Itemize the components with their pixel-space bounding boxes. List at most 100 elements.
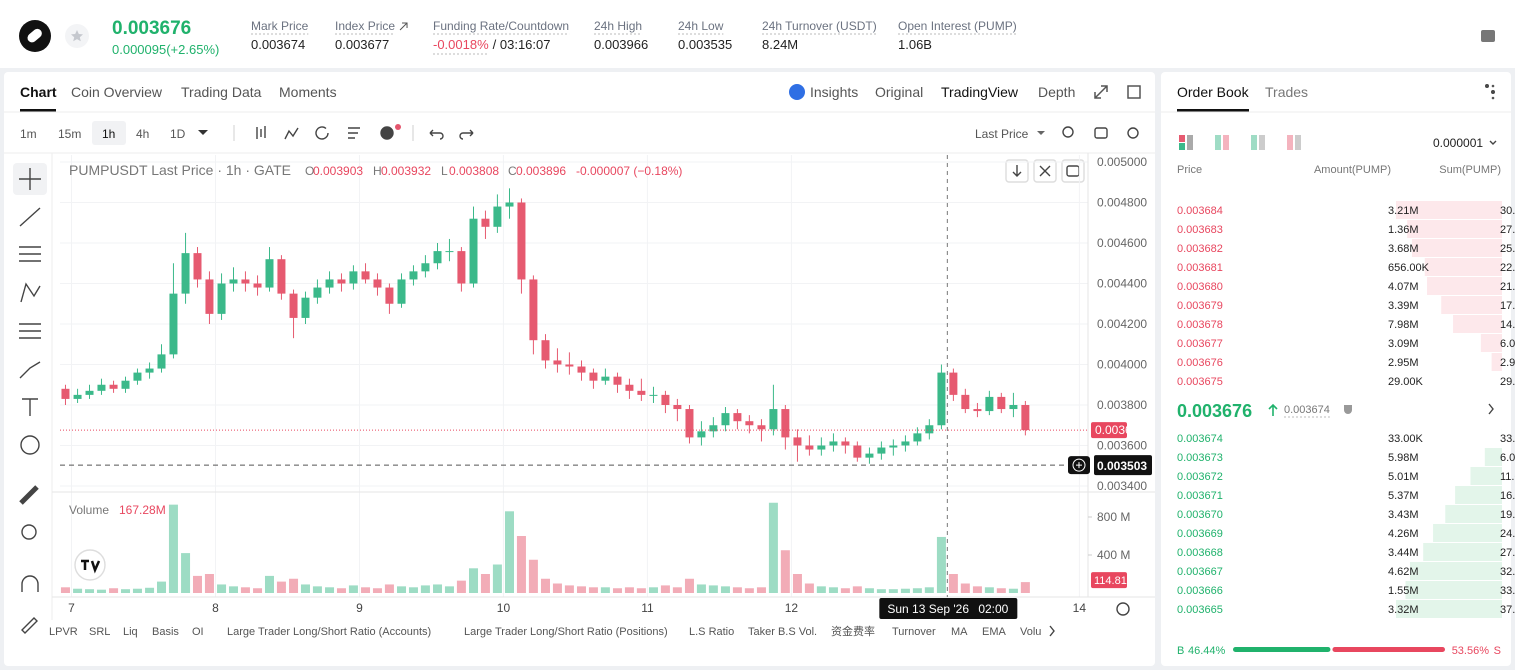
pattern-tool[interactable]: [20, 282, 41, 303]
candle-body: [193, 253, 202, 280]
interval[interactable]: 1D: [170, 127, 186, 141]
candle-body: [865, 453, 874, 458]
indicator-tab[interactable]: Large Trader Long/Short Ratio (Accounts): [227, 626, 431, 638]
chart-tab[interactable]: Trading Data: [181, 84, 262, 100]
interval[interactable]: 1h: [102, 127, 115, 141]
book-price[interactable]: 0.003665: [1177, 604, 1223, 616]
book-price[interactable]: 0.003676: [1177, 357, 1223, 369]
line-tool[interactable]: [19, 207, 41, 227]
button[interactable]: [1061, 159, 1085, 183]
template-icon[interactable]: [348, 127, 360, 139]
toolbar-icons: [198, 124, 1139, 141]
redo-icon[interactable]: [459, 129, 474, 140]
dropdown-caret[interactable]: [198, 130, 208, 135]
precision[interactable]: 0.000001: [1433, 136, 1483, 150]
book-price[interactable]: 0.003684: [1177, 205, 1223, 217]
indicator-tab[interactable]: Taker B.S Vol.: [748, 626, 817, 638]
icon-part[interactable]: [1251, 135, 1257, 150]
ruler-tool[interactable]: [19, 485, 39, 505]
pencil-tool[interactable]: [21, 617, 38, 634]
book-tab[interactable]: Order Book: [1177, 84, 1250, 100]
interval[interactable]: 15m: [58, 127, 81, 141]
shield-icon: [1344, 405, 1352, 414]
expand-icon[interactable]: [1094, 85, 1108, 99]
emoji-tool[interactable]: [20, 435, 40, 455]
book-price[interactable]: 0.003667: [1177, 566, 1223, 578]
text-tool[interactable]: [22, 398, 38, 416]
view-tab[interactable]: TradingView: [941, 84, 1019, 100]
view-tab[interactable]: Insights: [810, 84, 858, 100]
book-price[interactable]: 0.003675: [1177, 376, 1223, 388]
indicator-tab[interactable]: Volu: [1020, 626, 1041, 638]
interval[interactable]: 4h: [136, 127, 149, 141]
candle-body: [985, 396, 994, 412]
chart-tab[interactable]: Coin Overview: [71, 84, 163, 100]
undo-icon[interactable]: [429, 129, 444, 140]
channel-tool[interactable]: [19, 246, 41, 262]
button[interactable]: [1033, 159, 1057, 183]
book-price[interactable]: 0.003680: [1177, 281, 1223, 293]
tab-underline: [20, 109, 56, 112]
add-icon[interactable]: [380, 126, 394, 140]
indicator-tab[interactable]: Large Trader Long/Short Ratio (Positions…: [464, 626, 668, 638]
chart-tab[interactable]: Moments: [279, 84, 337, 100]
candle-body: [721, 413, 730, 426]
book-price[interactable]: 0.003678: [1177, 319, 1223, 331]
view-tab[interactable]: Depth: [1038, 84, 1075, 100]
book-price[interactable]: 0.003672: [1177, 471, 1223, 483]
scroll-right[interactable]: [1049, 625, 1055, 637]
candle-body: [289, 293, 298, 318]
price-source[interactable]: Last Price: [975, 127, 1029, 141]
icon-part[interactable]: [1215, 135, 1221, 150]
indicator-tab[interactable]: Basis: [152, 626, 179, 638]
crosshair-tool[interactable]: [19, 168, 41, 190]
book-price[interactable]: 0.003683: [1177, 224, 1223, 236]
dropdown-caret[interactable]: [1489, 140, 1497, 145]
zoom-tool[interactable]: [21, 524, 37, 540]
book-price[interactable]: 0.003670: [1177, 509, 1223, 521]
book-icon[interactable]: [1481, 30, 1495, 42]
icon-part[interactable]: [1287, 135, 1293, 150]
book-price[interactable]: 0.003671: [1177, 490, 1223, 502]
settings-icon[interactable]: [1127, 127, 1139, 139]
sell-ratio-bar: [1332, 647, 1445, 652]
book-price[interactable]: 0.003682: [1177, 243, 1223, 255]
book-price[interactable]: 0.003673: [1177, 452, 1223, 464]
chevron[interactable]: [1488, 403, 1494, 415]
book-price[interactable]: 0.003666: [1177, 585, 1223, 597]
indicator-tab[interactable]: LPVR: [49, 626, 78, 638]
indicator-tab[interactable]: Turnover: [892, 626, 936, 638]
indicator-tab[interactable]: MA: [951, 626, 968, 638]
indicator-tab[interactable]: OI: [192, 626, 204, 638]
camera-icon[interactable]: [1094, 127, 1108, 139]
book-price[interactable]: 0.003669: [1177, 528, 1223, 540]
dropdown-caret[interactable]: [1037, 131, 1045, 135]
brush-tool[interactable]: [19, 361, 41, 379]
magnet-tool[interactable]: [21, 575, 39, 592]
book-price[interactable]: 0.003668: [1177, 547, 1223, 559]
fib-tool[interactable]: [19, 323, 41, 339]
view-tab[interactable]: Original: [875, 84, 923, 100]
book-price[interactable]: 0.003674: [1177, 433, 1223, 445]
indicator-tab[interactable]: 资金费率: [831, 624, 875, 638]
book-tab[interactable]: Trades: [1265, 84, 1308, 100]
replay-icon[interactable]: [315, 126, 329, 140]
icon-part[interactable]: [1179, 135, 1185, 142]
settings-icon[interactable]: [1116, 602, 1130, 616]
indicator-tab[interactable]: Liq: [123, 626, 138, 638]
indicator-icon[interactable]: [284, 127, 299, 140]
indicator-tab[interactable]: SRL: [89, 626, 110, 638]
button[interactable]: [1005, 159, 1029, 183]
candle-type-icon[interactable]: [256, 126, 266, 139]
window-icon[interactable]: [1127, 85, 1141, 99]
indicator-tab[interactable]: EMA: [982, 626, 1007, 638]
book-price[interactable]: 0.003679: [1177, 300, 1223, 312]
book-sum: 17.45M: [1500, 300, 1515, 312]
candle-body: [853, 445, 862, 458]
chart-tab[interactable]: Chart: [20, 84, 57, 100]
indicator-tab[interactable]: L.S Ratio: [689, 626, 734, 638]
book-price[interactable]: 0.003677: [1177, 338, 1223, 350]
book-price[interactable]: 0.003681: [1177, 262, 1223, 274]
search-icon[interactable]: [1062, 126, 1074, 138]
interval[interactable]: 1m: [20, 127, 37, 141]
